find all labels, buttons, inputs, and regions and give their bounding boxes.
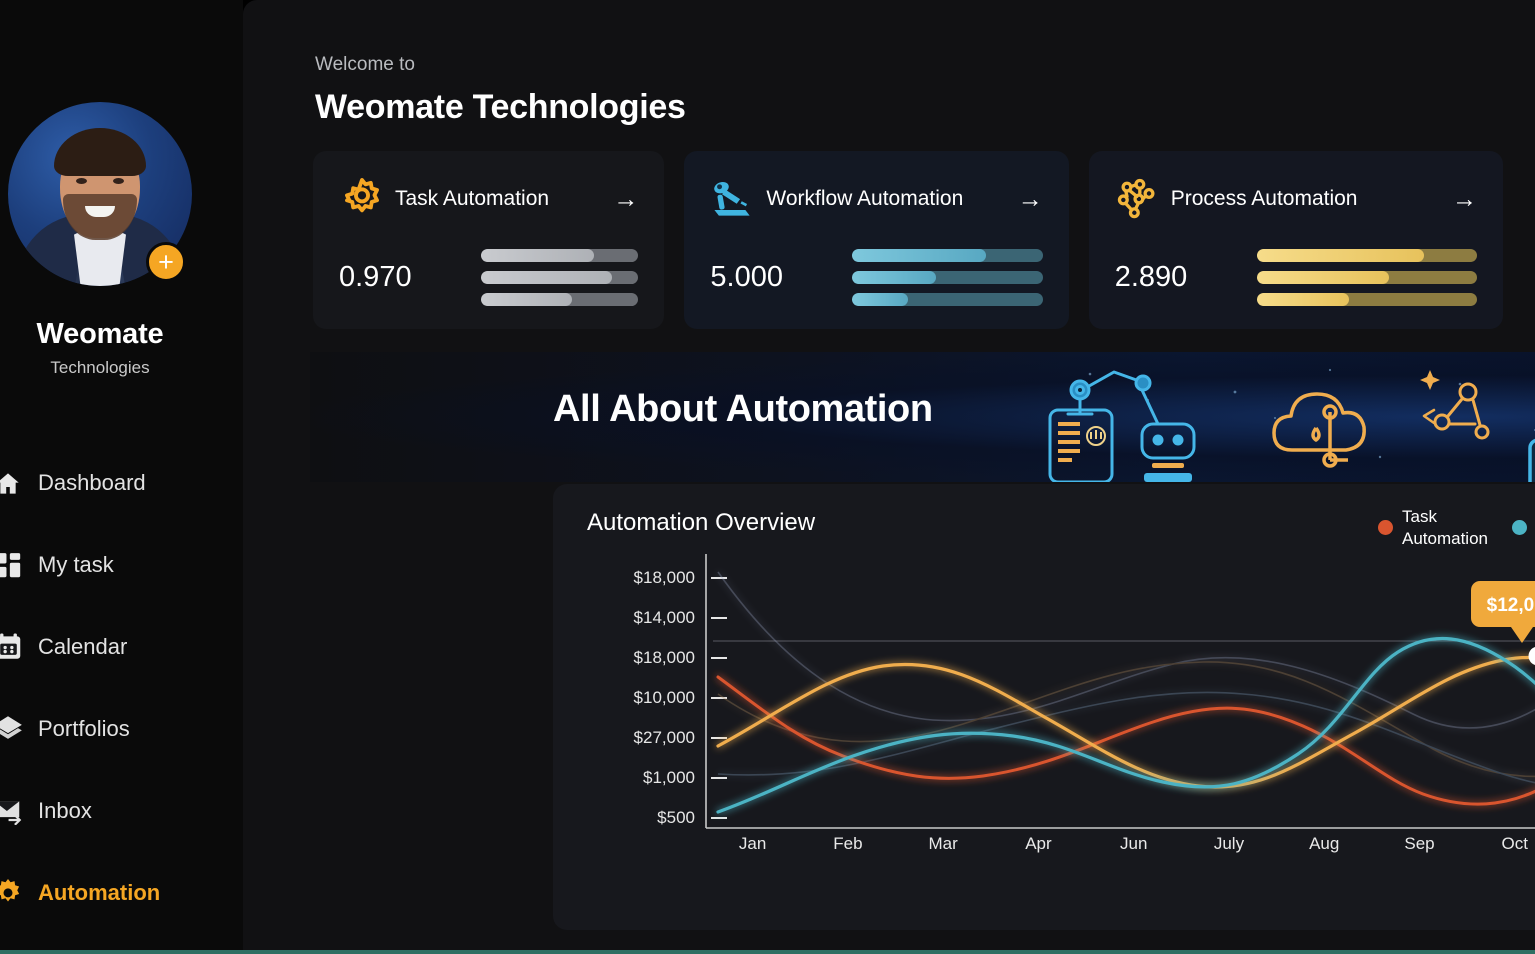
x-axis-labels: Jan Feb Mar Apr Jun July Aug Sep Oct Nov… — [705, 834, 1535, 854]
progress-bar — [481, 271, 639, 284]
sidebar: + Weomate Technologies Dashboard — [0, 0, 243, 954]
sidebar-item-label: Calendar — [38, 634, 128, 659]
sidebar-item-label: Inbox — [38, 798, 92, 823]
legend-dot-icon — [1512, 520, 1527, 536]
y-tick-label: $500 — [583, 798, 727, 838]
progress-bar — [1256, 271, 1477, 284]
card-workflow-automation[interactable]: Workflow Automation → 5.000 — [684, 151, 1069, 329]
calendar-icon — [0, 632, 24, 662]
main-content: Welcome to Weomate Technologies Task Aut… — [243, 0, 1535, 954]
add-avatar-button[interactable]: + — [146, 242, 186, 282]
y-tick-label: $27,000 — [583, 718, 727, 758]
progress-bar — [481, 293, 639, 306]
card-title: Task Automation — [395, 187, 550, 210]
sidebar-item-label: My task — [38, 552, 114, 577]
kpi-cards: Task Automation → 0.970 — [313, 151, 1503, 329]
sidebar-item-portfolios[interactable]: Portfolios — [0, 704, 243, 754]
legend-item[interactable]: Task Automation — [1378, 506, 1488, 550]
x-tick-label: Jan — [738, 834, 767, 853]
y-axis-labels: $18,000 $14,000 $18,000 $10,000 $27,000 … — [583, 558, 727, 838]
y-tick-label: $14,000 — [583, 598, 727, 638]
sidebar-nav: Dashboard My task — [0, 458, 243, 950]
sidebar-item-dashboard[interactable]: Dashboard — [0, 458, 243, 508]
y-tick-label: $1,000 — [583, 758, 727, 798]
brand-subtitle: Technologies — [50, 358, 150, 377]
progress-bar — [852, 271, 1043, 284]
x-tick-label: Jun — [1119, 834, 1148, 853]
bottom-accent-bar — [0, 950, 1535, 954]
sidebar-item-automation[interactable]: Automation — [0, 868, 243, 918]
brand-name: Weomate — [36, 318, 164, 350]
chart-title: Automation Overview — [587, 509, 816, 536]
y-tick-label: $18,000 — [583, 558, 727, 598]
automation-banner: All About Automation — [310, 352, 1535, 482]
chart-svg: $12,000 — [705, 554, 1535, 829]
legend-label: Task Automation — [1402, 507, 1488, 548]
banner-title: All About Automation — [553, 388, 933, 430]
sidebar-item-inbox[interactable]: Inbox — [0, 786, 243, 836]
y-tick-label: $10,000 — [583, 678, 727, 718]
inbox-arrow-icon — [0, 796, 24, 826]
progress-bar — [1256, 293, 1477, 306]
sidebar-item-label: Portfolios — [38, 716, 130, 741]
x-tick-label: July — [1213, 834, 1245, 853]
x-tick-label: Oct — [1501, 834, 1528, 853]
arrow-right-icon[interactable]: → — [1451, 184, 1477, 213]
card-task-automation[interactable]: Task Automation → 0.970 — [313, 151, 665, 329]
robot-arm-icon — [710, 177, 756, 221]
gear-icon — [0, 878, 24, 908]
card-value: 0.970 — [339, 261, 412, 293]
gear-icon — [339, 177, 385, 221]
progress-bars — [481, 249, 639, 306]
page-title: Weomate Technologies — [315, 88, 686, 126]
process-nodes-icon — [1115, 177, 1161, 221]
progress-bar — [852, 293, 1043, 306]
x-tick-label: Aug — [1309, 834, 1340, 853]
grid-icon — [0, 550, 24, 580]
progress-bars — [852, 249, 1043, 306]
chart-legend: Task Automation Workflow Automation Prof… — [1378, 506, 1535, 550]
chart-active-point — [1528, 646, 1535, 666]
tooltip-value: $12,000 — [1487, 595, 1535, 616]
x-tick-label: Feb — [833, 834, 863, 853]
x-tick-label: Mar — [928, 834, 958, 853]
card-process-automation[interactable]: Process Automation → 2.890 — [1088, 151, 1503, 329]
plus-icon: + — [158, 246, 174, 277]
sidebar-item-label: Dashboard — [38, 470, 146, 495]
progress-bar — [1256, 249, 1477, 262]
card-title: Workflow Automation — [766, 187, 964, 210]
arrow-right-icon[interactable]: → — [613, 184, 639, 213]
automation-illustration — [1048, 368, 1535, 482]
legend-item[interactable]: Workflow Automation — [1512, 506, 1535, 550]
progress-bar — [852, 249, 1043, 262]
avatar[interactable]: + — [8, 102, 192, 286]
chart-plot-area: $18,000 $14,000 $18,000 $10,000 $27,000 … — [553, 544, 1535, 930]
chart-tooltip: $12,000 — [1471, 581, 1535, 643]
legend-dot-icon — [1378, 520, 1393, 536]
welcome-label: Welcome to — [315, 54, 415, 75]
card-value: 5.000 — [710, 261, 783, 293]
y-tick-label: $18,000 — [583, 638, 727, 678]
home-icon — [0, 468, 24, 498]
card-value: 2.890 — [1114, 261, 1188, 293]
progress-bar — [481, 249, 639, 262]
progress-bars — [1256, 249, 1477, 306]
sidebar-item-calendar[interactable]: Calendar — [0, 622, 243, 672]
arrow-right-icon[interactable]: → — [1017, 184, 1043, 213]
layers-check-icon — [0, 714, 24, 744]
card-title: Process Automation — [1170, 187, 1358, 210]
sidebar-item-my-task[interactable]: My task — [0, 540, 243, 590]
automation-overview-chart: Automation Overview Task Automation Work… — [553, 484, 1535, 930]
x-tick-label: Apr — [1025, 834, 1052, 853]
x-tick-label: Sep — [1404, 834, 1435, 853]
sidebar-item-label: Automation — [38, 880, 161, 905]
